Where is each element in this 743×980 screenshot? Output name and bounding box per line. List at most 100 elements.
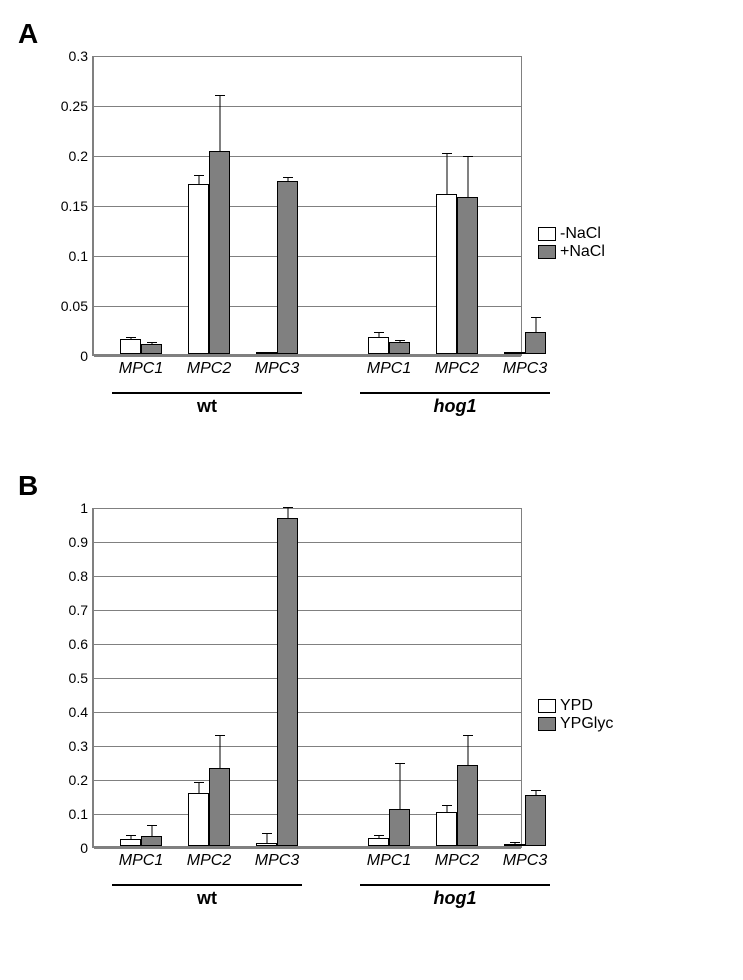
- panel-a-label: A: [18, 18, 725, 50]
- legend-item: -NaCl: [538, 225, 605, 243]
- legend-swatch: [538, 699, 556, 713]
- ytick-label: 0: [80, 348, 94, 364]
- error-bar: [467, 157, 468, 197]
- panel-a: A Relative mRNA level 00.050.10.150.20.2…: [18, 18, 725, 430]
- legend-item: +NaCl: [538, 243, 605, 261]
- ytick-label: 0.25: [61, 98, 94, 114]
- bar: [389, 809, 410, 846]
- ytick-label: 0.4: [69, 704, 94, 720]
- bar: [120, 339, 141, 354]
- bar: [436, 812, 457, 846]
- legend-swatch: [538, 245, 556, 259]
- ytick-label: 0.2: [69, 772, 94, 788]
- ytick-label: 0.1: [69, 806, 94, 822]
- category-label: MPC1: [119, 852, 163, 870]
- grid-line: [94, 106, 521, 107]
- bar: [277, 181, 298, 354]
- bar: [457, 765, 478, 846]
- grid-line: [94, 678, 521, 679]
- error-cap: [126, 835, 136, 836]
- error-bar: [535, 318, 536, 332]
- ytick-label: 0.6: [69, 636, 94, 652]
- error-cap: [463, 156, 473, 157]
- bar: [368, 337, 389, 354]
- error-cap: [395, 340, 405, 341]
- error-bar: [378, 836, 379, 838]
- bar: [457, 197, 478, 354]
- bar: [188, 793, 209, 846]
- bar: [120, 839, 141, 846]
- group-label: hog1: [434, 888, 477, 909]
- error-cap: [262, 833, 272, 834]
- grid-line: [94, 848, 521, 849]
- error-bar: [399, 764, 400, 808]
- legend-label: YPD: [560, 697, 593, 715]
- category-label: MPC2: [187, 852, 231, 870]
- panel-a-legend: -NaCl+NaCl: [538, 225, 605, 261]
- grid-line: [94, 56, 521, 57]
- panel-b-label: B: [18, 470, 725, 502]
- ytick-label: 0.3: [69, 48, 94, 64]
- error-bar: [287, 508, 288, 518]
- bar: [504, 352, 525, 354]
- error-bar: [378, 333, 379, 337]
- bar: [389, 342, 410, 354]
- error-cap: [442, 153, 452, 154]
- category-label: MPC2: [187, 360, 231, 378]
- category-label: MPC1: [119, 360, 163, 378]
- chart-a-wrap: Relative mRNA level 00.050.10.150.20.250…: [18, 56, 725, 430]
- panel-b-ylabel-wrap: Relative mRNA level: [18, 508, 48, 922]
- grid-line: [94, 156, 521, 157]
- group-line: [112, 392, 302, 394]
- error-cap: [374, 332, 384, 333]
- error-bar: [399, 341, 400, 342]
- bar: [525, 332, 546, 354]
- grid-line: [94, 508, 521, 509]
- panel-b-group-row: wthog1: [92, 884, 522, 922]
- legend-label: +NaCl: [560, 243, 605, 261]
- ytick-label: 0.5: [69, 670, 94, 686]
- grid-line: [94, 644, 521, 645]
- bar: [368, 838, 389, 847]
- error-cap: [510, 842, 520, 843]
- grid-line: [94, 610, 521, 611]
- bar: [209, 768, 230, 846]
- error-cap: [215, 95, 225, 96]
- ytick-label: 0.1: [69, 248, 94, 264]
- grid-line: [94, 746, 521, 747]
- error-cap: [395, 763, 405, 764]
- category-label: MPC3: [503, 360, 547, 378]
- category-label: MPC2: [435, 360, 479, 378]
- error-bar: [535, 791, 536, 795]
- panel-b-legend: YPDYPGlyc: [538, 697, 613, 733]
- category-label: MPC3: [255, 852, 299, 870]
- error-cap: [147, 342, 157, 343]
- error-cap: [215, 735, 225, 736]
- error-bar: [219, 736, 220, 768]
- bar: [256, 352, 277, 354]
- error-bar: [287, 178, 288, 181]
- error-cap: [283, 177, 293, 178]
- group-line: [360, 884, 550, 886]
- ytick-label: 0.9: [69, 534, 94, 550]
- legend-swatch: [538, 717, 556, 731]
- legend-item: YPD: [538, 697, 613, 715]
- legend-item: YPGlyc: [538, 715, 613, 733]
- ytick-label: 1: [80, 500, 94, 516]
- ytick-label: 0.15: [61, 198, 94, 214]
- category-label: MPC3: [255, 360, 299, 378]
- bar: [277, 518, 298, 846]
- bar: [525, 795, 546, 846]
- bar: [209, 151, 230, 354]
- error-cap: [147, 825, 157, 826]
- error-cap: [283, 507, 293, 508]
- error-cap: [126, 337, 136, 338]
- error-bar: [446, 806, 447, 812]
- group-label: wt: [197, 396, 217, 417]
- group-line: [360, 392, 550, 394]
- error-bar: [198, 176, 199, 184]
- grid-line: [94, 576, 521, 577]
- bar: [188, 184, 209, 354]
- error-bar: [266, 834, 267, 843]
- ytick-label: 0.3: [69, 738, 94, 754]
